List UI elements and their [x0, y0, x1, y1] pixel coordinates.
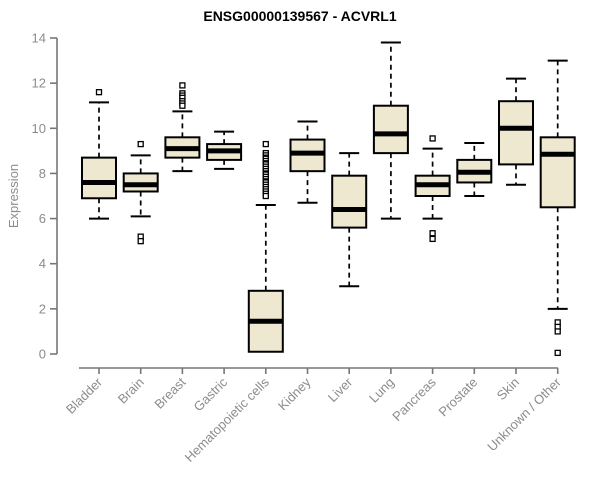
- outlier-point: [179, 102, 186, 109]
- outlier-point: [179, 82, 186, 89]
- x-tick-label-liver: Liver: [325, 374, 356, 405]
- box: [498, 100, 534, 166]
- y-tick-label: 6: [39, 211, 46, 226]
- box-unknown-other: [539, 59, 576, 357]
- box-breast: [164, 82, 201, 173]
- x-tick-label-pancreas: Pancreas: [389, 374, 439, 424]
- box-brain: [122, 140, 159, 245]
- box: [331, 174, 368, 229]
- outlier-point: [262, 192, 269, 200]
- chart-title: ENSG00000139567 - ACVRL1: [203, 8, 397, 24]
- outlier-point: [95, 89, 103, 96]
- y-tick-label: 14: [32, 31, 46, 46]
- box-bladder: [81, 89, 117, 220]
- x-tick-label-bladder: Bladder: [63, 374, 106, 417]
- box-lung: [372, 41, 409, 220]
- box-gastric: [206, 130, 243, 170]
- y-tick-label: 2: [39, 301, 46, 316]
- y-tick-label: 0: [39, 347, 46, 362]
- box-hematopoietic-cells: [247, 140, 284, 353]
- box-kidney: [289, 120, 326, 204]
- box-prostate: [456, 141, 493, 197]
- box: [372, 104, 409, 155]
- outlier-point: [554, 349, 561, 357]
- outlier-point: [429, 135, 436, 142]
- box-skin: [498, 77, 534, 186]
- y-tick-label: 12: [32, 76, 46, 91]
- x-tick-label-unknown-other: Unknown / Other: [484, 374, 564, 454]
- outlier-point: [137, 237, 144, 245]
- box: [539, 136, 576, 209]
- box-liver: [331, 152, 368, 288]
- outlier-point: [137, 140, 144, 148]
- y-tick-label: 8: [39, 166, 46, 181]
- x-tick-label-lung: Lung: [366, 375, 397, 406]
- x-tick-label-kidney: Kidney: [275, 374, 314, 413]
- x-tick-label-brain: Brain: [115, 375, 147, 407]
- box: [81, 156, 117, 200]
- y-tick-label: 4: [39, 256, 46, 271]
- x-tick-label-gastric: Gastric: [191, 374, 231, 414]
- outlier-point: [429, 230, 436, 237]
- x-tick-label-prostate: Prostate: [436, 375, 481, 420]
- box-pancreas: [414, 135, 451, 243]
- outlier-point: [429, 235, 436, 243]
- outlier-point: [554, 328, 561, 335]
- y-tick-label: 10: [32, 121, 46, 136]
- outlier-point: [262, 140, 269, 148]
- x-tick-label-skin: Skin: [494, 375, 522, 403]
- x-tick-label-breast: Breast: [151, 374, 188, 411]
